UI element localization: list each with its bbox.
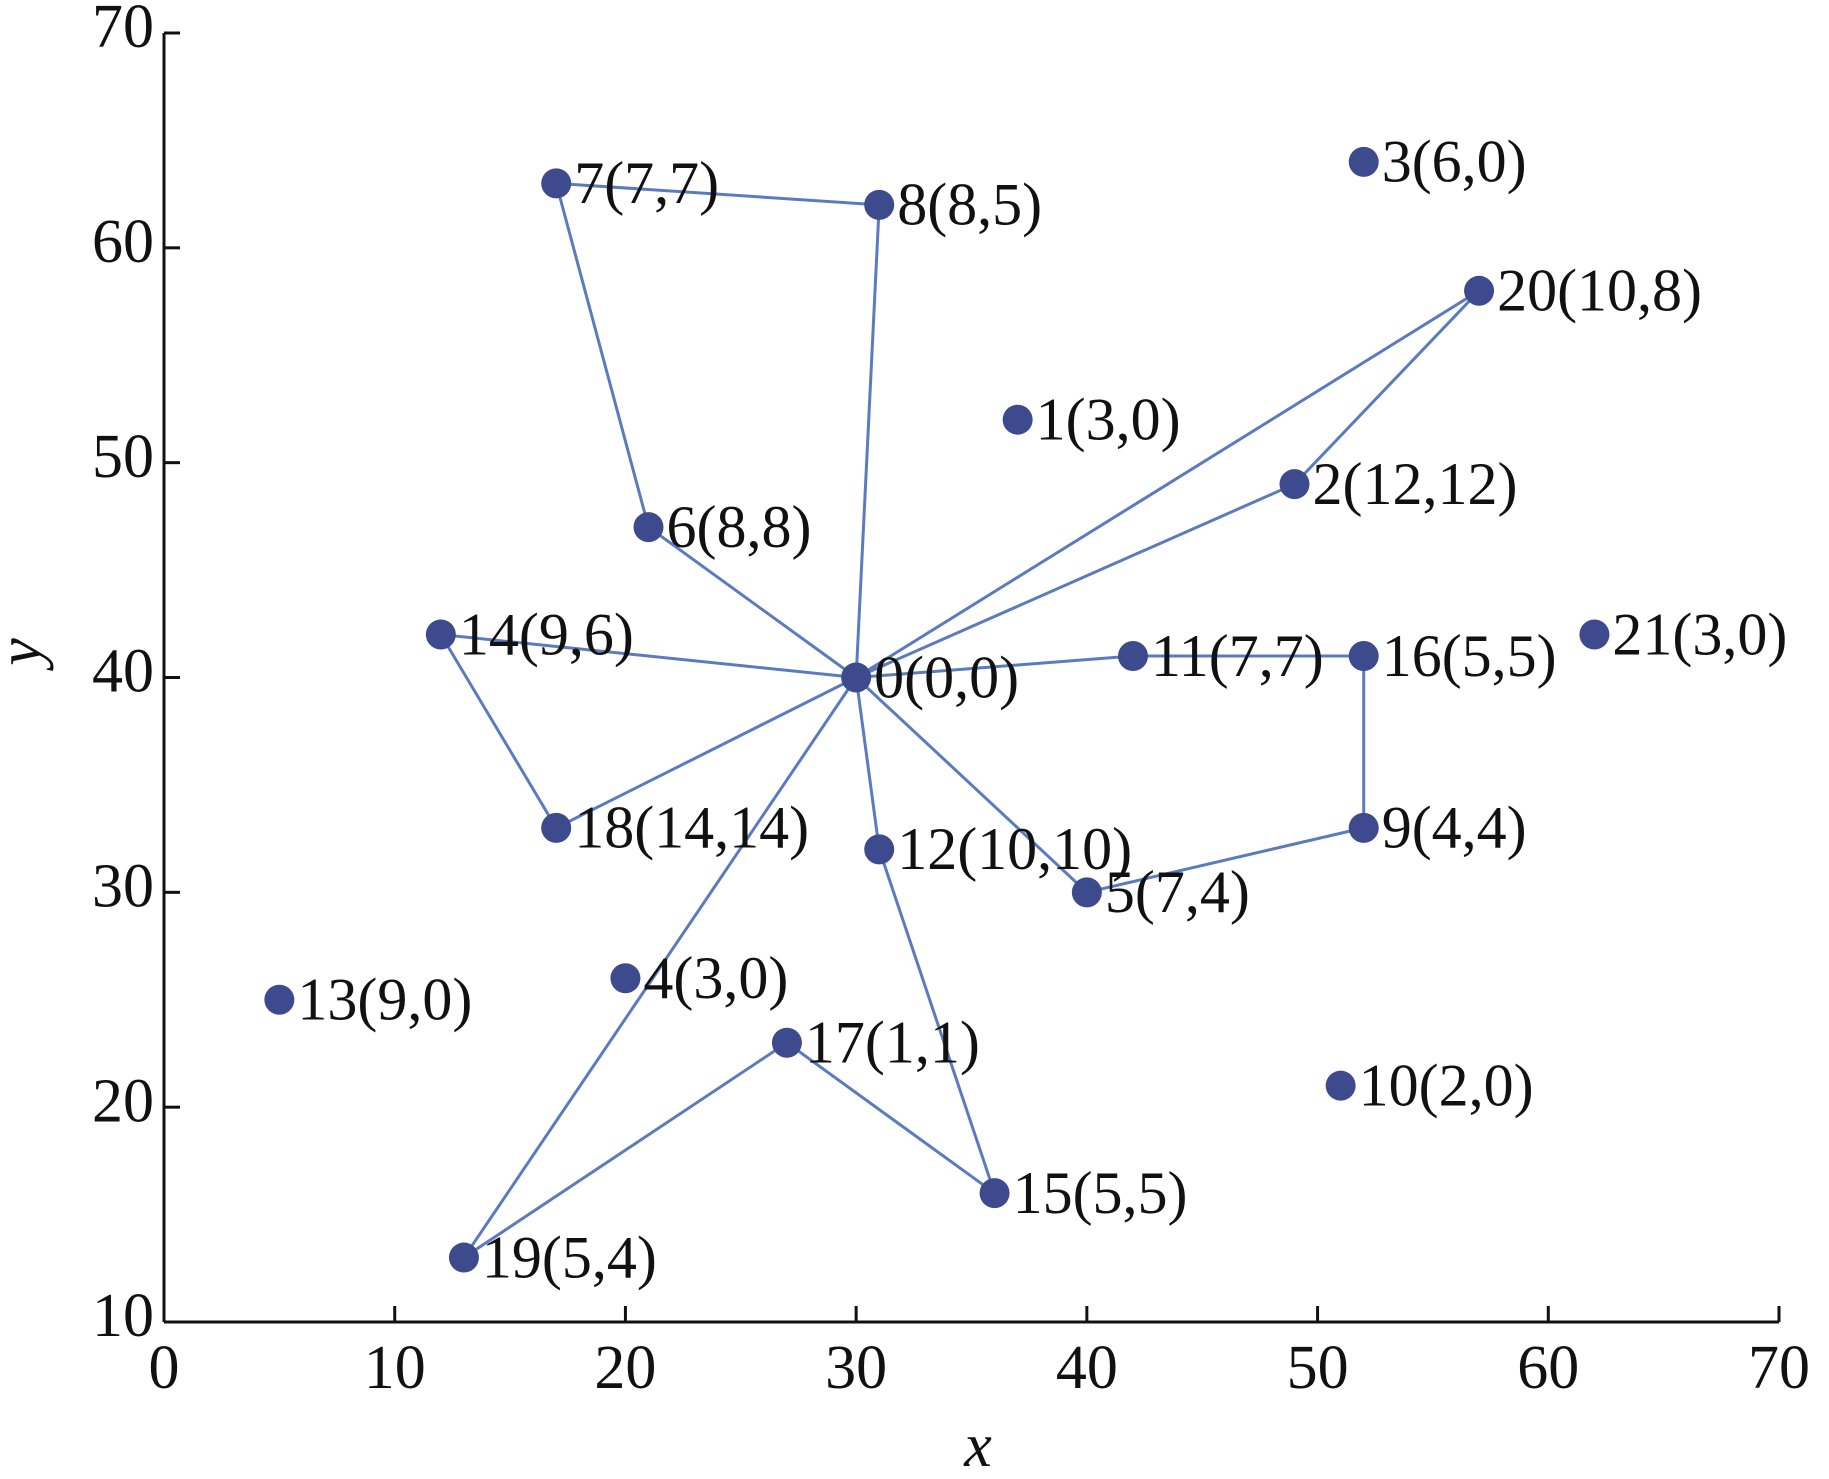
point-label: 17(1,1) <box>805 1009 980 1075</box>
route-line <box>438 632 857 830</box>
y-axis-label: y <box>0 638 54 672</box>
point-label: 19(5,4) <box>482 1224 657 1290</box>
x-tick-label: 40 <box>1056 1334 1118 1402</box>
point-label: 12(10,10) <box>897 816 1132 882</box>
point-label: 2(12,12) <box>1313 451 1518 517</box>
y-tick-label: 20 <box>92 1067 154 1135</box>
point-label: 9(4,4) <box>1382 795 1527 861</box>
y-tick-label: 30 <box>92 853 154 921</box>
point-label: 3(6,0) <box>1382 129 1527 195</box>
point-label: 4(3,0) <box>643 945 788 1011</box>
point-label: 21(3,0) <box>1612 601 1787 667</box>
point-label: 6(8,8) <box>667 494 812 560</box>
y-tick-label: 70 <box>92 0 154 61</box>
point-label: 8(8,5) <box>897 172 1042 238</box>
y-tick-label: 10 <box>92 1282 154 1350</box>
x-axis-label: x <box>963 1412 992 1479</box>
route-line <box>855 654 1366 894</box>
point <box>264 984 295 1015</box>
point <box>1002 404 1033 435</box>
y-tick-label: 50 <box>92 423 154 491</box>
route-line <box>462 676 998 1259</box>
point <box>771 1027 802 1058</box>
route-line <box>855 289 1481 679</box>
point-label: 11(7,7) <box>1151 623 1324 689</box>
x-tick-label: 30 <box>825 1334 887 1402</box>
point-label: 16(5,5) <box>1382 623 1557 689</box>
point <box>864 189 895 220</box>
point-label: 13(9,0) <box>297 967 472 1033</box>
x-tick-label: 50 <box>1287 1334 1349 1402</box>
x-tick-label: 20 <box>594 1334 656 1402</box>
point <box>979 1178 1010 1209</box>
point <box>541 812 572 843</box>
point <box>1118 641 1148 672</box>
point-label: 14(9,6) <box>459 601 634 667</box>
point <box>1579 619 1610 650</box>
point <box>448 1242 479 1273</box>
x-tick-label: 0 <box>149 1334 180 1402</box>
point <box>1279 469 1310 500</box>
point-label: 18(14,14) <box>574 795 809 861</box>
point-label: 7(7,7) <box>574 150 719 216</box>
x-tick-label: 60 <box>1517 1334 1579 1402</box>
x-tick-label: 70 <box>1748 1334 1810 1402</box>
point <box>541 168 572 199</box>
point <box>1348 641 1379 672</box>
point <box>610 963 641 994</box>
y-tick-label: 60 <box>92 208 154 276</box>
point <box>1325 1070 1356 1101</box>
point <box>864 834 895 865</box>
point <box>1348 812 1379 843</box>
point-label: 5(7,4) <box>1105 859 1250 925</box>
point <box>1071 877 1102 908</box>
y-tick-label: 40 <box>92 638 154 706</box>
x-tick-label: 10 <box>364 1334 426 1402</box>
point-label: 20(10,8) <box>1497 258 1702 324</box>
point <box>1464 275 1495 306</box>
point-label: 0(0,0) <box>874 644 1019 710</box>
point-label: 15(5,5) <box>1013 1160 1188 1226</box>
point <box>1348 146 1379 177</box>
point <box>633 512 664 543</box>
point <box>841 662 872 693</box>
point-label: 1(3,0) <box>1036 386 1181 452</box>
point-label: 10(2,0) <box>1359 1052 1534 1118</box>
point <box>425 619 456 650</box>
